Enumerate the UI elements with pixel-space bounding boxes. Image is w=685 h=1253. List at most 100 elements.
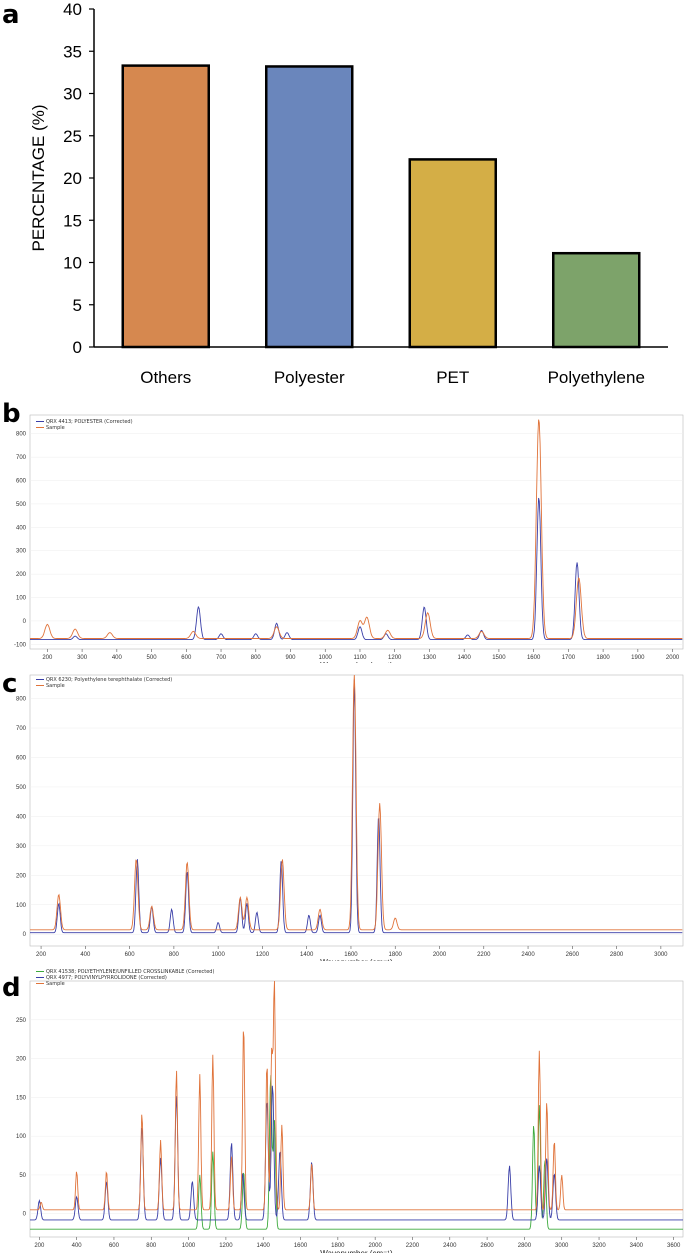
x-tick-label: 3000 — [654, 952, 668, 958]
x-tick-label: 1400 — [457, 655, 471, 661]
y-tick-label: 15 — [63, 211, 82, 230]
x-tick-label: 1500 — [492, 655, 506, 661]
x-tick-label: 1600 — [527, 655, 541, 661]
bar-others — [121, 64, 210, 349]
y-tick-label: 5 — [73, 296, 82, 315]
x-tick-label: 1800 — [331, 1243, 345, 1249]
x-tick-label: 1600 — [294, 1243, 308, 1249]
y-axis-label: PERCENTAGE (%) — [29, 104, 48, 251]
x-tick-label: 2400 — [443, 1243, 457, 1249]
y-tick-label: 300 — [16, 549, 27, 555]
series-line-3 — [30, 980, 683, 1211]
x-tick-label: 2000 — [433, 952, 447, 958]
legend-c-item-sample: Sample — [36, 683, 172, 689]
series-line-2 — [30, 1085, 683, 1221]
y-tick-label: 700 — [16, 455, 27, 461]
x-tick-label: 1200 — [256, 952, 270, 958]
y-tick-label: 400 — [16, 525, 27, 531]
series-line-1 — [30, 1075, 683, 1230]
y-tick-label: 20 — [63, 169, 82, 188]
legend-d: QRX 41538; POLYETHYLENE/UNFILLED CROSSLI… — [36, 969, 214, 987]
x-tick-label: 300 — [77, 655, 88, 661]
x-tick-label: 3400 — [630, 1243, 644, 1249]
legend-d-item-pvp: QRX 4977; POLYVINYLPYRROLIDONE (Correcte… — [36, 975, 214, 981]
y-tick-label: 0 — [23, 619, 27, 625]
x-tick-label: 2000 — [666, 655, 680, 661]
x-tick-label: Polyethylene — [548, 368, 645, 387]
plot-area — [29, 980, 684, 1238]
panel-c-letter: c — [2, 669, 18, 699]
x-tick-label: 2200 — [477, 952, 491, 958]
x-tick-label: 1000 — [182, 1243, 196, 1249]
y-tick-label: 100 — [16, 1134, 27, 1140]
legend-b: QRX 4413; POLYESTER (Corrected) Sample — [36, 419, 133, 431]
spectrum-chart-c: 0 100 200 300 400 500 600 700 800 200 400 600 800 100… — [16, 674, 684, 961]
panel-c: c 0 100 200 300 400 500 600 700 800 200 400 600 800 1… — [0, 663, 685, 961]
x-tick-label: 800 — [146, 1243, 157, 1249]
x-tick-label: 400 — [112, 655, 123, 661]
legend-d-item-sample: Sample — [36, 981, 214, 987]
x-tick-label: 2600 — [480, 1243, 494, 1249]
y-tick-label: 500 — [16, 785, 27, 791]
x-tick-label: 1200 — [388, 655, 402, 661]
x-tick-label: 2400 — [521, 952, 535, 958]
y-tick-label: 40 — [63, 0, 82, 19]
y-tick-label: 150 — [16, 1095, 27, 1101]
y-tick-label: 0 — [23, 1212, 27, 1218]
series-line-2 — [30, 419, 683, 639]
y-tick-label: 800 — [16, 697, 27, 703]
x-axis-label: Wavenumber (cm⁻¹) — [320, 1249, 393, 1253]
x-tick-label: 1900 — [631, 655, 645, 661]
panel-d: d 0 50 100 150 200 250 200 400 600 800 1000 1200 140… — [0, 961, 685, 1253]
y-tick-label: 50 — [19, 1173, 26, 1179]
y-tick-label: 200 — [16, 572, 27, 578]
x-tick-label: 900 — [285, 655, 296, 661]
x-tick-label: 1200 — [219, 1243, 233, 1249]
x-tick-label: 3200 — [592, 1243, 606, 1249]
x-tick-label: PET — [436, 368, 469, 387]
x-tick-label: 2000 — [368, 1243, 382, 1249]
x-tick-label: Polyester — [274, 368, 345, 387]
x-tick-label: 3000 — [555, 1243, 569, 1249]
y-tick-label: 250 — [16, 1018, 27, 1024]
plot-area — [29, 414, 684, 650]
x-axis-label: Wavenumber (cm⁻¹) — [320, 958, 393, 961]
y-tick-label: 800 — [16, 432, 27, 438]
x-tick-label: 200 — [36, 952, 47, 958]
x-tick-label: 600 — [109, 1243, 120, 1249]
x-tick-label: 1000 — [319, 655, 333, 661]
y-tick-label: 600 — [16, 479, 27, 485]
legend-c: QRX 6230; Polyethylene terephthalate (Co… — [36, 677, 172, 689]
x-tick-label: 600 — [181, 655, 192, 661]
y-tick-label: 10 — [63, 254, 82, 273]
panel-d-letter: d — [2, 973, 21, 1003]
x-tick-label: 1400 — [257, 1243, 271, 1249]
y-tick-label: 700 — [16, 726, 27, 732]
y-tick-label: 200 — [16, 1057, 27, 1063]
panel-b: b -100 0 100 200 300 400 500 600 700 800 200 300 400… — [0, 395, 685, 663]
y-tick-label: 600 — [16, 755, 27, 761]
x-tick-label: 700 — [216, 655, 227, 661]
y-tick-label: 0 — [73, 338, 82, 357]
bar-chart: 0 5 10 15 20 25 30 35 40 PERCENTAGE (%) Others Poly… — [29, 0, 668, 387]
panel-b-letter: b — [2, 399, 21, 429]
bar-polyester — [265, 65, 354, 349]
y-tick-label: 500 — [16, 502, 27, 508]
x-tick-label: 500 — [147, 655, 158, 661]
series-line-1 — [30, 497, 683, 641]
spectrum-chart-d: 0 50 100 150 200 250 200 400 600 800 1000 1200 1400 1… — [16, 980, 684, 1253]
bar-pet — [408, 158, 497, 349]
bar-polyethylene — [552, 251, 641, 349]
x-tick-label: Others — [140, 368, 191, 387]
x-tick-label: 400 — [80, 952, 91, 958]
y-tick-label: 200 — [16, 873, 27, 879]
legend-b-item-reference: QRX 4413; POLYESTER (Corrected) — [36, 419, 133, 425]
x-tick-label: 800 — [251, 655, 262, 661]
y-tick-label: 300 — [16, 844, 27, 850]
y-tick-label: -100 — [14, 642, 27, 648]
legend-d-item-polyethylene: QRX 41538; POLYETHYLENE/UNFILLED CROSSLI… — [36, 969, 214, 975]
legend-b-item-sample: Sample — [36, 425, 133, 431]
x-tick-label: 2600 — [566, 952, 580, 958]
x-tick-label: 1800 — [596, 655, 610, 661]
y-tick-label: 30 — [63, 85, 82, 104]
